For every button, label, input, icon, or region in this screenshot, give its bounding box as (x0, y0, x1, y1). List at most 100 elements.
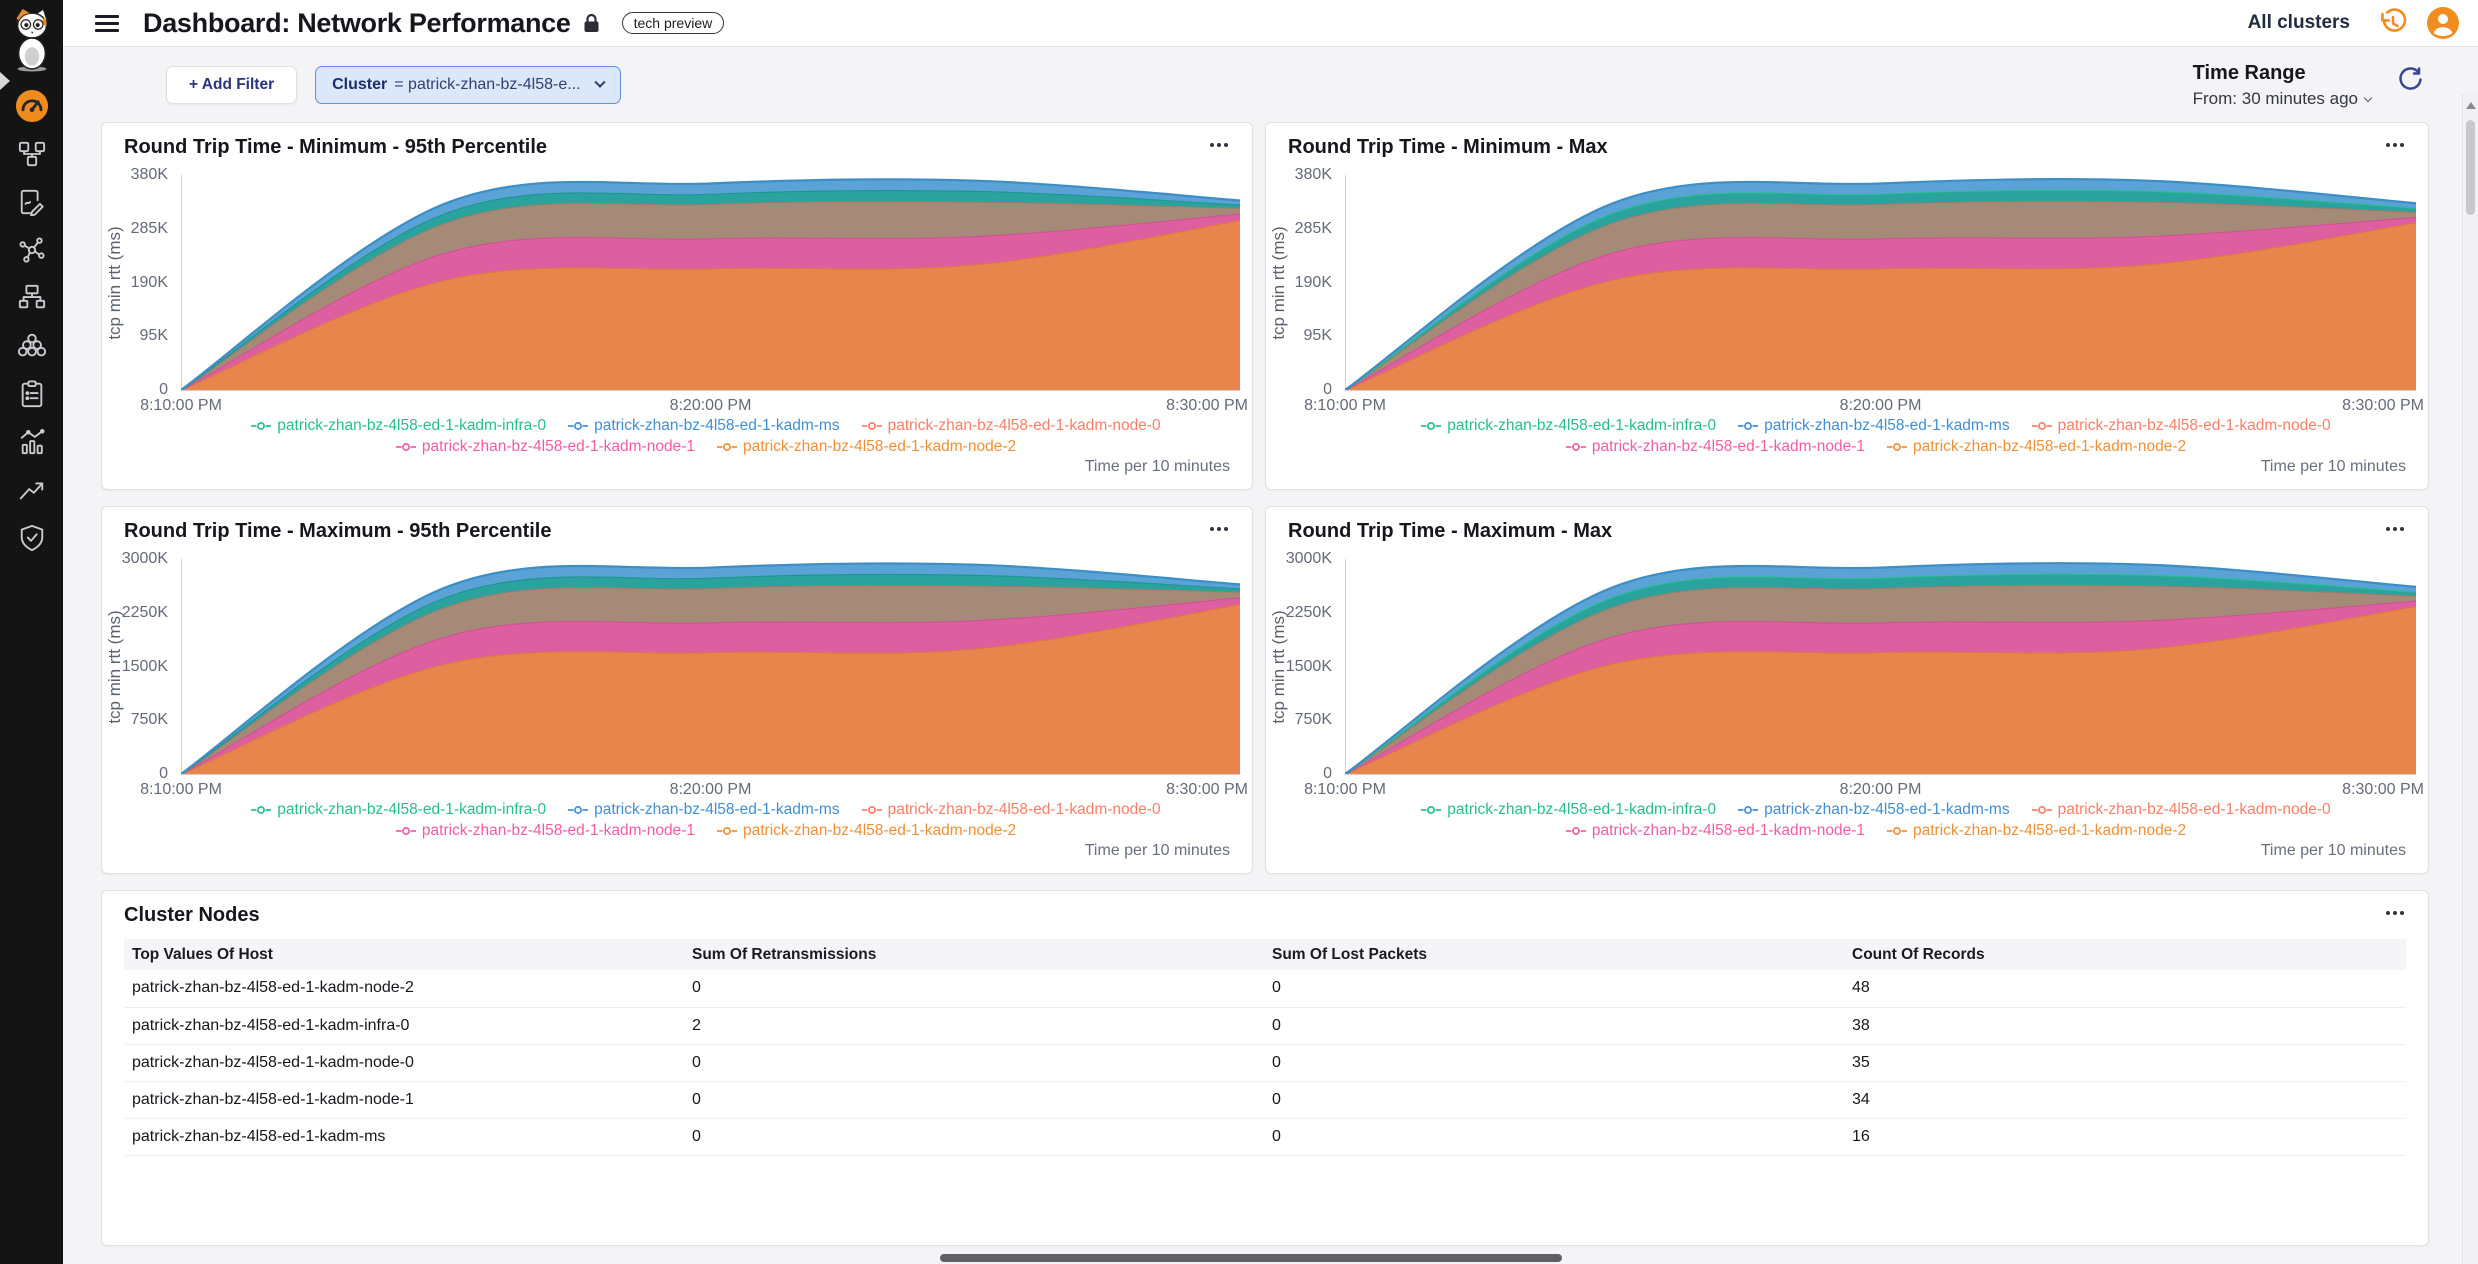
y-tick-label: 1500K (1285, 657, 1332, 675)
shield-check-icon (20, 524, 43, 552)
legend-item[interactable]: patrick-zhan-bz-4l58-ed-1-kadm-infra-0 (251, 417, 546, 435)
legend-item[interactable]: patrick-zhan-bz-4l58-ed-1-kadm-node-2 (717, 438, 1016, 456)
legend-item[interactable]: patrick-zhan-bz-4l58-ed-1-kadm-node-2 (717, 822, 1016, 840)
menu-button[interactable] (95, 14, 121, 32)
host-cell: patrick-zhan-bz-4l58-ed-1-kadm-ms (124, 1118, 684, 1156)
chart-caption: Time per 10 minutes (1084, 458, 1230, 475)
legend-item[interactable]: patrick-zhan-bz-4l58-ed-1-kadm-node-1 (395, 438, 695, 456)
column-header: Sum Of Lost Packets (1264, 939, 1844, 970)
value-cell: 0 (1264, 1007, 1844, 1045)
sidebar-item-reports[interactable] (0, 178, 63, 226)
legend-marker-icon (568, 422, 589, 430)
user-avatar-button[interactable] (2426, 6, 2460, 40)
grapes-cluster-icon (17, 333, 46, 357)
legend-item[interactable]: patrick-zhan-bz-4l58-ed-1-kadm-node-0 (861, 417, 1161, 435)
sidebar-item-security[interactable] (0, 514, 63, 562)
area-band (181, 585, 1240, 774)
y-tick-label: 190K (1294, 273, 1332, 291)
legend-item[interactable]: patrick-zhan-bz-4l58-ed-1-kadm-node-0 (2031, 801, 2331, 819)
cluster-filter-pill[interactable]: Cluster = patrick-zhan-bz-4l58-e... (315, 66, 621, 104)
network-molecule-icon (18, 237, 45, 263)
legend-item[interactable]: patrick-zhan-bz-4l58-ed-1-kadm-infra-0 (251, 801, 546, 819)
add-filter-button[interactable]: + Add Filter (166, 66, 298, 104)
legend-item[interactable]: patrick-zhan-bz-4l58-ed-1-kadm-ms (1738, 417, 2010, 435)
chart-panel-rtt-min-max: Round Trip Time - Minimum - Max tcp min … (1265, 122, 2429, 490)
panel-menu-button[interactable] (2380, 901, 2410, 925)
legend-item[interactable]: patrick-zhan-bz-4l58-ed-1-kadm-node-1 (1565, 438, 1865, 456)
x-tick-label: 8:30:00 PM (1166, 397, 1248, 414)
area-chart-svg (181, 562, 1240, 774)
legend-item[interactable]: patrick-zhan-bz-4l58-ed-1-kadm-node-1 (395, 822, 695, 840)
filter-value: = patrick-zhan-bz-4l58-e... (394, 76, 581, 93)
bar-chart-icon (20, 429, 45, 455)
sidebar-item-connections[interactable] (0, 226, 63, 274)
legend-item[interactable]: patrick-zhan-bz-4l58-ed-1-kadm-node-0 (2031, 417, 2331, 435)
x-axis-line (181, 390, 1240, 391)
value-cell: 48 (1844, 970, 2406, 1008)
sidebar-item-tasks[interactable] (0, 370, 63, 418)
y-tick-label: 3000K (121, 550, 168, 567)
legend-item[interactable]: patrick-zhan-bz-4l58-ed-1-kadm-ms (568, 801, 840, 819)
legend-item[interactable]: patrick-zhan-bz-4l58-ed-1-kadm-node-2 (1887, 438, 2186, 456)
sidebar-item-statistics[interactable] (0, 418, 63, 466)
legend-label: patrick-zhan-bz-4l58-ed-1-kadm-node-0 (887, 801, 1161, 818)
y-tick-label: 3000K (1285, 550, 1332, 567)
filter-toolbar: + Add Filter Cluster = patrick-zhan-bz-4… (166, 66, 621, 104)
y-tick-label: 750K (130, 711, 168, 729)
legend-marker-icon (395, 827, 416, 835)
y-tick-label: 0 (159, 381, 168, 398)
chart-panel-rtt-min-95: Round Trip Time - Minimum - 95th Percent… (101, 122, 1253, 490)
legend-item[interactable]: patrick-zhan-bz-4l58-ed-1-kadm-node-2 (1887, 822, 2186, 840)
panel-menu-button[interactable] (2380, 133, 2410, 157)
time-range-value[interactable]: From: 30 minutes ago (2193, 89, 2373, 109)
chart-plot-area[interactable]: 380K 285K 190K 95K 0 8:10:00 PM 8:20:00 PM 8:30… (102, 123, 1252, 489)
tech-preview-badge: tech preview (621, 12, 725, 34)
sidebar-item-topology[interactable] (0, 130, 63, 178)
app-logo-cat[interactable] (9, 7, 55, 72)
legend-item[interactable]: patrick-zhan-bz-4l58-ed-1-kadm-ms (1738, 801, 2010, 819)
panel-menu-button[interactable] (2380, 517, 2410, 541)
sidebar-item-cluster-group[interactable] (0, 322, 63, 370)
filter-key: Cluster (332, 76, 388, 93)
value-cell: 34 (1844, 1081, 2406, 1119)
legend-item[interactable]: patrick-zhan-bz-4l58-ed-1-kadm-infra-0 (1421, 417, 1716, 435)
vertical-scrollbar[interactable] (2462, 94, 2478, 1264)
legend-marker-icon (1738, 806, 1759, 814)
sidebar-item-infrastructure[interactable] (0, 274, 63, 322)
all-clusters-link[interactable]: All clusters (2247, 12, 2350, 33)
value-cell: 16 (1844, 1118, 2406, 1156)
scroll-up-arrow-icon[interactable] (2466, 102, 2476, 109)
chart-caption: Time per 10 minutes (1084, 842, 1230, 859)
x-tick-label: 8:10:00 PM (1304, 781, 1386, 798)
area-band (181, 201, 1240, 390)
area-band (181, 220, 1240, 390)
legend-item[interactable]: patrick-zhan-bz-4l58-ed-1-kadm-ms (568, 417, 840, 435)
chart-plot-area[interactable]: 3000K 2250K 1500K 750K 0 8:10:00 PM 8:20:00 PM… (102, 507, 1252, 873)
y-tick-label: 380K (130, 166, 168, 183)
sidebar-item-trends[interactable] (0, 466, 63, 514)
x-axis-line (1345, 774, 2416, 775)
legend-item[interactable]: patrick-zhan-bz-4l58-ed-1-kadm-infra-0 (1421, 801, 1716, 819)
chart-plot-area[interactable]: 380K 285K 190K 95K 0 8:10:00 PM 8:20:00 PM 8:30… (1266, 123, 2428, 489)
value-cell: 0 (1264, 1118, 1844, 1156)
history-button[interactable] (2376, 7, 2408, 39)
vertical-scrollbar-thumb[interactable] (2466, 120, 2475, 215)
legend-marker-icon (1738, 422, 1759, 430)
area-edge-line (1345, 562, 2416, 774)
legend-label: patrick-zhan-bz-4l58-ed-1-kadm-ms (594, 417, 840, 434)
panel-title: Round Trip Time - Minimum - 95th Percent… (124, 136, 548, 158)
sidebar-item-dashboards[interactable] (0, 82, 63, 130)
refresh-button[interactable] (2397, 66, 2424, 96)
panel-menu-button[interactable] (1204, 133, 1234, 157)
time-range-label: Time Range (2192, 62, 2306, 84)
horizontal-scrollbar-thumb[interactable] (940, 1254, 1562, 1262)
panel-menu-button[interactable] (1204, 517, 1234, 541)
chart-plot-area[interactable]: 3000K 2250K 1500K 750K 0 8:10:00 PM 8:20:00 PM… (1266, 507, 2428, 873)
legend-item[interactable]: patrick-zhan-bz-4l58-ed-1-kadm-node-1 (1565, 822, 1865, 840)
y-tick-label: 0 (159, 765, 168, 782)
table-row: patrick-zhan-bz-4l58-ed-1-kadm-node-0 0 0 3… (124, 1044, 2406, 1082)
y-tick-label: 1500K (121, 657, 168, 675)
legend-item[interactable]: patrick-zhan-bz-4l58-ed-1-kadm-node-0 (861, 801, 1161, 819)
legend-marker-icon (861, 806, 882, 814)
area-band (1345, 606, 2416, 774)
